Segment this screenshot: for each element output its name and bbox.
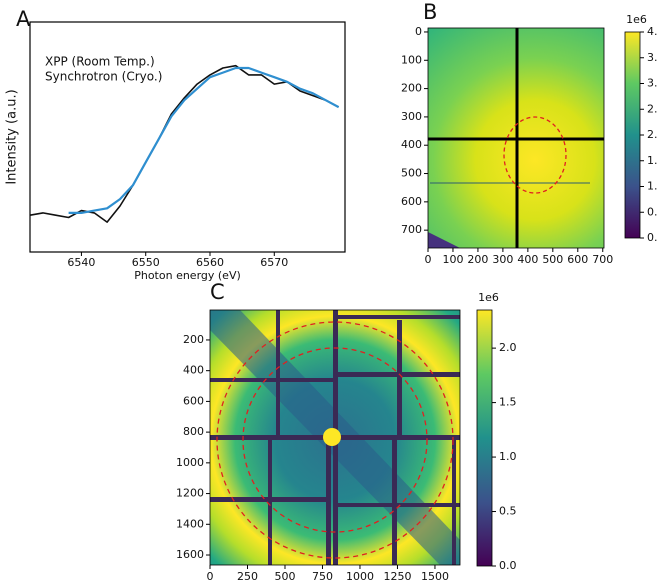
y-tick-label: 400: [401, 138, 422, 151]
x-tick-label: 200: [467, 253, 488, 266]
colorbar: [476, 309, 493, 567]
x-tick-label: 6570: [260, 256, 288, 269]
colorbar-tick-label: 2.0: [647, 128, 658, 141]
x-tick-label: 500: [274, 570, 295, 583]
y-tick-label: 300: [401, 110, 422, 123]
colorbar-tick-label: 1.0: [499, 450, 517, 463]
colorbar-label: 1e6: [626, 13, 647, 26]
x-tick-label: 700: [592, 253, 613, 266]
plot-frame: [29, 21, 346, 253]
y-tick-label: 100: [401, 53, 422, 66]
colorbar-tick-label: 1.5: [499, 396, 517, 409]
x-tick-label: 300: [492, 253, 513, 266]
colorbar-tick-label: 0.5: [647, 205, 658, 218]
legend-entry: XPP (Room Temp.): [45, 55, 155, 69]
y-tick-label: 600: [183, 394, 204, 407]
plot-frame: [427, 27, 605, 249]
colorbar: [624, 31, 641, 239]
colorbar-tick-label: 1.0: [647, 180, 658, 193]
x-axis-label: Photon energy (eV): [134, 269, 241, 282]
colorbar-tick-label: 3.5: [647, 51, 658, 64]
y-tick-label: 0: [415, 25, 422, 38]
colorbar-tick-label: 0.5: [499, 505, 517, 518]
panel-label: B: [423, 0, 437, 24]
y-tick-label: 1600: [176, 548, 204, 561]
y-tick-label: 700: [401, 223, 422, 236]
colorbar-tick-label: 3.0: [647, 77, 658, 90]
x-tick-label: 500: [542, 253, 563, 266]
colorbar-tick-label: 0.0: [647, 231, 658, 244]
y-tick-label: 200: [183, 333, 204, 346]
detector-image: [210, 310, 460, 565]
y-tick-label: 1200: [176, 487, 204, 500]
colorbar-tick-label: 0.0: [499, 559, 517, 572]
line-series: [29, 64, 339, 223]
colorbar-tick-label: 2.5: [647, 102, 658, 115]
x-tick-label: 0: [207, 570, 214, 583]
x-tick-label: 1000: [346, 570, 374, 583]
line-series: [68, 66, 340, 214]
y-tick-label: 1000: [176, 456, 204, 469]
x-tick-label: 1250: [383, 570, 411, 583]
x-tick-label: 400: [517, 253, 538, 266]
x-tick-label: 6560: [196, 256, 224, 269]
y-tick-label: 800: [183, 425, 204, 438]
plot-frame: [209, 309, 461, 566]
detector-image: [428, 28, 604, 248]
colorbar-tick-label: 1.5: [647, 154, 658, 167]
y-axis-label: Intensity (a.u.): [5, 89, 20, 184]
x-tick-label: 750: [312, 570, 333, 583]
colorbar-tick-label: 2.0: [499, 341, 517, 354]
colorbar-tick-label: 4.0: [647, 25, 658, 38]
x-tick-label: 6550: [132, 256, 160, 269]
y-tick-label: 400: [183, 364, 204, 377]
colorbar-label: 1e6: [478, 291, 499, 304]
x-tick-label: 6540: [67, 256, 95, 269]
y-tick-label: 600: [401, 195, 422, 208]
y-tick-label: 200: [401, 82, 422, 95]
y-tick-label: 1400: [176, 517, 204, 530]
x-tick-label: 0: [425, 253, 432, 266]
x-tick-label: 1500: [421, 570, 449, 583]
x-tick-label: 250: [237, 570, 258, 583]
x-tick-label: 100: [442, 253, 463, 266]
panel-label: A: [16, 7, 31, 31]
y-tick-label: 500: [401, 167, 422, 180]
x-tick-label: 600: [567, 253, 588, 266]
legend-entry: Synchrotron (Cryo.): [45, 70, 162, 84]
panel-label: C: [210, 280, 225, 304]
